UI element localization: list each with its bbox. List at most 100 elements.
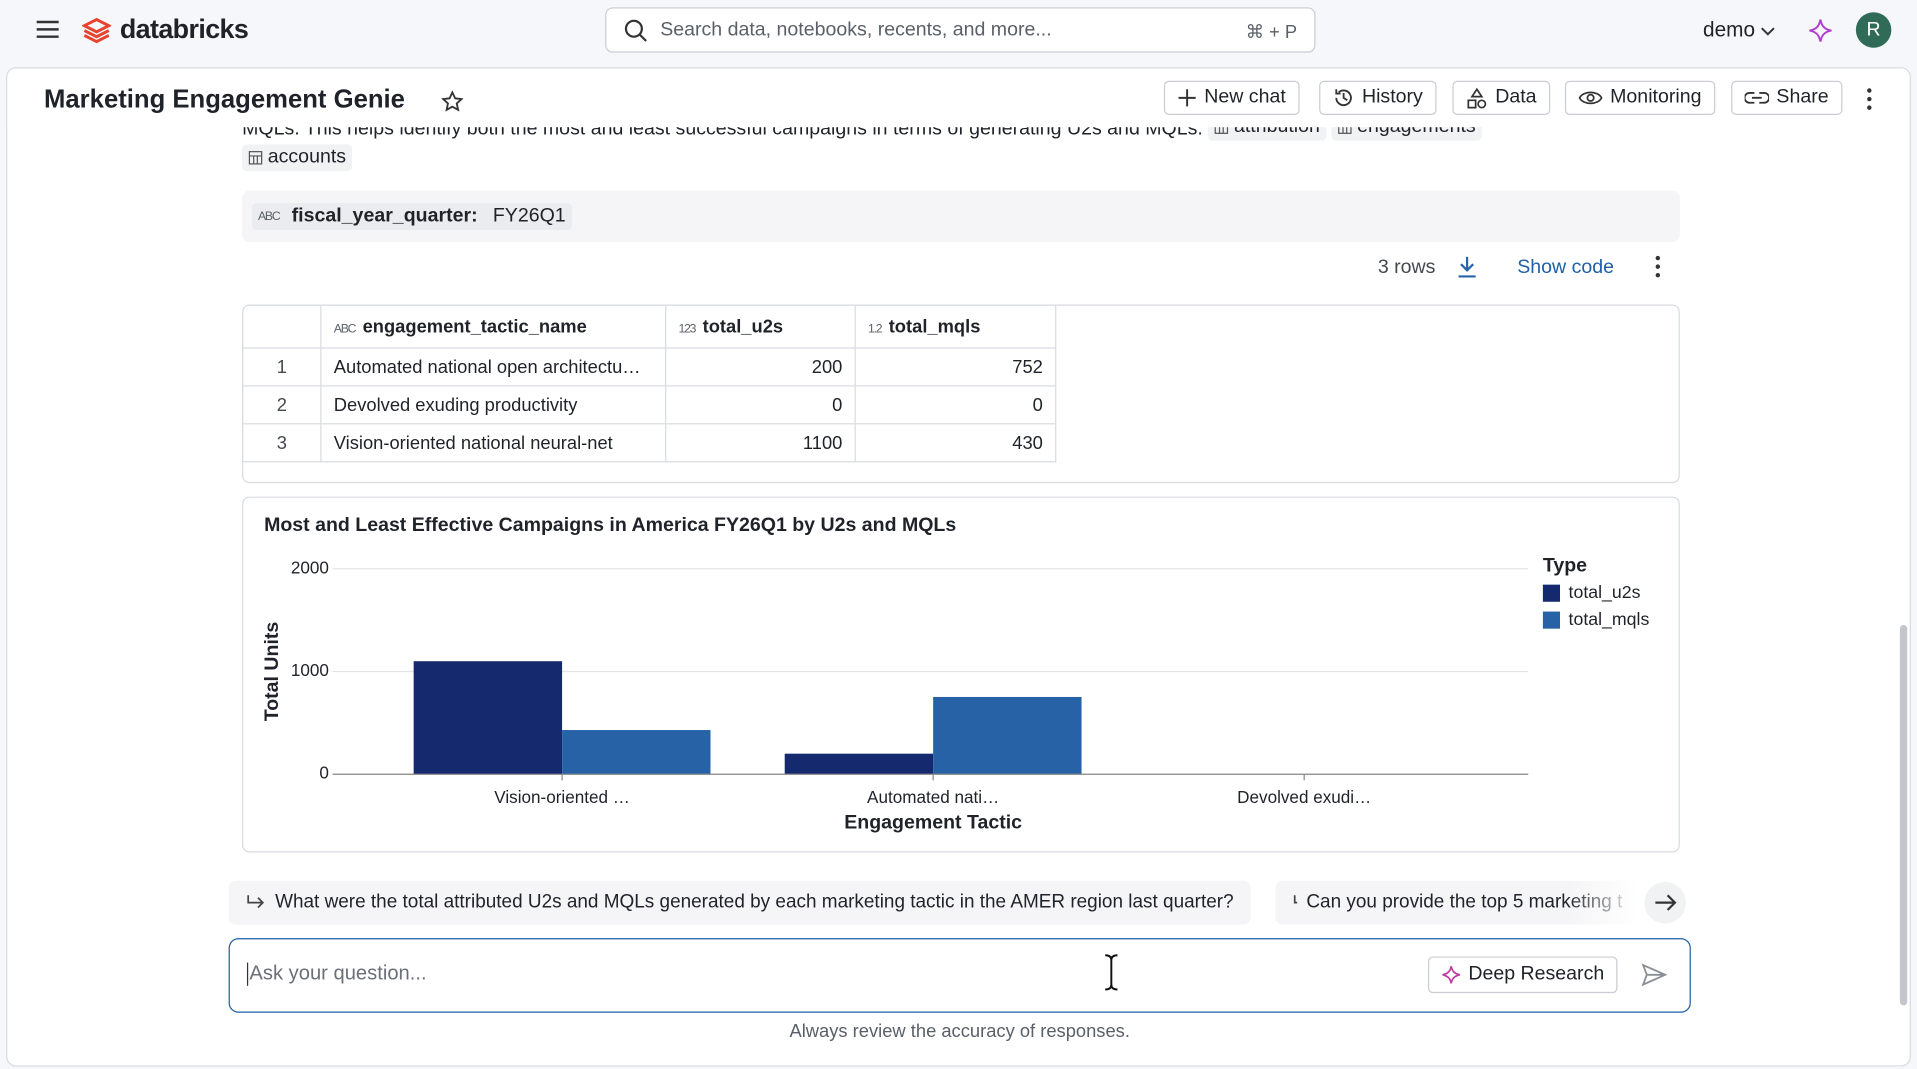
reply-icon [247,895,265,909]
search-box[interactable]: Search data, notebooks, recents, and mor… [605,7,1316,53]
show-code[interactable]: Show code [1517,256,1615,278]
arrow-icon [1655,894,1677,911]
x-tick-label: Devolved exudi… [1237,788,1371,807]
button-label: History [1361,86,1423,108]
more-icon[interactable] [1864,87,1874,111]
table-icon [248,151,263,165]
type-icon: ABC [333,322,357,336]
chevron [1761,27,1775,36]
brand-logo [81,17,112,44]
table-cell: Automated national open architectu… [320,347,667,387]
table-chip-label: accounts [267,146,347,168]
x-axis-title: Engagement Tactic [844,811,1022,833]
history-icon [1335,89,1352,107]
send-button[interactable] [1641,963,1668,987]
link-icon [1744,92,1770,104]
scrollbar-thumb[interactable] [1899,625,1908,1006]
menu-icon[interactable] [34,17,61,41]
chart: Most and Least Effective Campaigns in Am… [261,514,1650,833]
table-cell: 0 [665,385,856,425]
column-name: total_mqls [888,316,981,337]
y-axis-title: Total Units [261,622,283,722]
y-tick-label: 0 [319,764,329,783]
workspace-name: demo [1703,18,1756,42]
bar [562,730,711,775]
table-cell: 430 [854,423,1057,463]
column-name: total_u2s [702,316,784,337]
button-label: New chat [1204,86,1286,108]
table-cell: Vision-oriented national neural-net [320,423,667,463]
star-icon[interactable] [441,90,464,113]
table-row: 1 Automated national open architectu… 200 7… [243,347,1057,387]
reply-icon [1293,895,1297,904]
index-header [243,305,322,349]
chart-card: Most and Least Effective Campaigns in Am… [242,496,1680,853]
header-row: ABC engagement_tactic_name 123 total_u2s 1.2… [243,305,1057,349]
x-tick-label: Vision-oriented … [494,788,630,807]
deep-research-button[interactable]: Deep Research [1427,956,1618,994]
y-tick-label: 1000 [291,661,329,680]
button-label: Deep Research [1468,963,1605,985]
suggestion-text: What were the total attributed U2s and M… [275,891,1234,913]
legend-label: total_mqls [1569,609,1650,630]
chat-scroll: MQLs. This helps identify both the most … [7,118,1909,1066]
question-input[interactable]: Ask your question... Deep Research [228,938,1691,1013]
sparkle-icon [1442,966,1460,984]
text-cursor [1105,954,1118,991]
table-row: 3 Vision-oriented national neural-net 1100… [243,423,1057,463]
column-name: engagement_tactic_name [362,316,587,337]
table-frame: ABC engagement_tactic_name 123 total_u2s 1.2… [242,304,1680,484]
disclaimer: Always review the accuracy of responses. [789,1021,1130,1043]
table-cell: Devolved exuding productivity [320,385,667,425]
button-label: Data [1495,86,1537,108]
data-icon [1467,87,1487,109]
main-panel: MQLs. This helps identify both the most … [6,67,1911,1067]
history-button[interactable]: History [1319,80,1437,115]
y-tick-label: 2000 [291,558,329,577]
legend-swatch [1542,611,1561,629]
table-cell: 752 [854,347,1057,387]
search-shortcut: ⌘ + P [1245,22,1298,43]
search-placeholder: Search data, notebooks, recents, and mor… [660,19,1052,41]
table-cell: 0 [854,385,1057,425]
suggestion-text: Can you provide the top 5 marketing t [1306,891,1623,913]
new-chat-button[interactable]: New chat [1163,80,1300,115]
row-index: 2 [243,385,322,425]
input-placeholder: Ask your question... [246,962,427,986]
filter-value: FY26Q1 [492,205,566,227]
brand-name: databricks [119,13,249,45]
table-cell: 200 [665,347,856,387]
eye-icon [1578,91,1603,105]
bar [413,661,563,775]
plus-icon [1178,89,1196,107]
table-chip[interactable]: accounts [242,144,353,172]
data-button[interactable]: Data [1452,80,1550,115]
button-label: Share [1776,86,1829,108]
result-table: ABC engagement_tactic_name 123 total_u2s 1.2… [243,305,1057,463]
suggestion[interactable]: What were the total attributed U2s and M… [228,880,1251,925]
workspace-switcher[interactable]: demo [1703,18,1775,42]
search-icon [624,19,647,42]
x-tick-label: Automated nati… [867,788,999,807]
next-suggestions[interactable] [1644,881,1686,924]
column-header: ABC engagement_tactic_name [320,305,667,349]
panel-content: MQLs. This helps identify both the most … [7,68,1910,1066]
legend-title: Type [1543,554,1587,576]
suggestion[interactable]: Can you provide the top 5 marketing t [1275,880,1640,925]
monitoring-button[interactable]: Monitoring [1564,80,1715,115]
type-icon: 123 [678,322,697,336]
column-header: 1.2 total_mqls [854,305,1057,349]
table-row: 2 Devolved exuding productivity 0 0 [243,385,1057,425]
column-header: 123 total_u2s [665,305,856,349]
more-icon[interactable] [1653,254,1663,278]
filter-chip[interactable]: ABC fiscal_year_quarter: FY26Q1 [251,203,572,230]
assistant-icon[interactable] [1808,18,1832,42]
legend-swatch [1542,584,1561,602]
download-icon[interactable] [1455,254,1479,278]
share-button[interactable]: Share [1731,80,1843,115]
button-label: Monitoring [1610,86,1702,108]
avatar[interactable]: R [1855,12,1892,48]
row-index: 3 [243,423,322,463]
